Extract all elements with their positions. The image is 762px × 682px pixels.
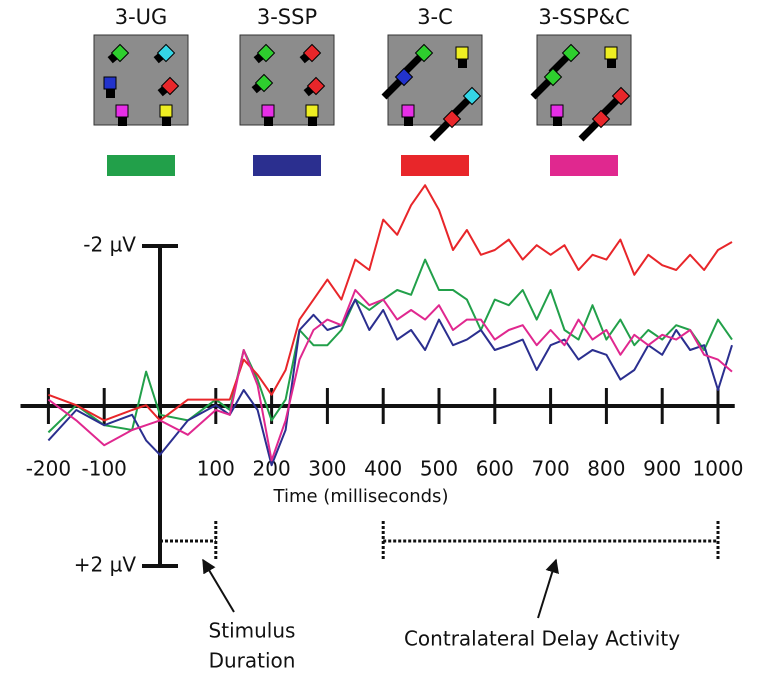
- x-tick-label: 800: [587, 457, 625, 481]
- icon-square: [394, 67, 414, 87]
- x-tick-label: 300: [308, 457, 346, 481]
- icon-square: [611, 86, 631, 106]
- icon-bar: [553, 115, 562, 126]
- icon-bar: [607, 57, 616, 68]
- x-tick-label: 400: [364, 457, 402, 481]
- icon-square: [103, 76, 117, 90]
- x-tick-label: 1000: [693, 457, 744, 481]
- icon-square: [110, 43, 130, 63]
- icon-square: [261, 104, 275, 118]
- x-tick-label: 500: [420, 457, 458, 481]
- icon-square: [160, 76, 180, 96]
- icon-square: [604, 46, 618, 60]
- annotation-arrow: [537, 558, 559, 619]
- x-tick-label: 100: [197, 457, 235, 481]
- icon-bar: [106, 87, 115, 98]
- x-tick-label: 900: [643, 457, 681, 481]
- series-line: [47, 258, 733, 434]
- icon-square: [462, 86, 482, 106]
- icon-square: [302, 43, 322, 63]
- stimulus-box: [239, 34, 335, 126]
- y-tick-label: +2 µV: [74, 553, 137, 577]
- legend-swatch: [550, 155, 618, 176]
- icon-bar: [308, 115, 317, 126]
- icon-square: [254, 73, 274, 93]
- icon-square: [159, 104, 173, 118]
- icon-square: [561, 43, 581, 63]
- legend-swatch: [401, 155, 469, 176]
- annotation-arrow: [202, 558, 235, 613]
- icon-square: [401, 104, 415, 118]
- icon-bar: [118, 115, 127, 126]
- x-tick-label: -200: [26, 457, 71, 481]
- legend-swatch: [107, 155, 175, 176]
- icon-square: [455, 46, 469, 60]
- legend-label: 3-SSP&C: [538, 5, 629, 29]
- y-tick-label: -2 µV: [83, 233, 136, 257]
- icon-square: [550, 104, 564, 118]
- icon-square: [442, 109, 462, 129]
- series-line: [48, 184, 733, 422]
- icon-bar: [404, 115, 413, 126]
- x-tick-label: 600: [476, 457, 514, 481]
- icon-square: [306, 76, 326, 96]
- legend-label: 3-UG: [115, 5, 168, 29]
- series-line: [47, 289, 733, 462]
- icon-square: [305, 104, 319, 118]
- icon-square: [156, 43, 176, 63]
- x-tick-label: 700: [532, 457, 570, 481]
- legend-swatch: [253, 155, 321, 176]
- icon-square: [591, 109, 611, 129]
- legend-label: 3-C: [417, 5, 453, 29]
- legend-label: 3-SSP: [257, 5, 317, 29]
- annotation-text: Duration: [209, 649, 296, 673]
- x-tick-label: -100: [82, 457, 127, 481]
- series-line: [47, 298, 733, 467]
- icon-square: [256, 43, 276, 63]
- icon-bar: [458, 57, 467, 68]
- annotation-text: Contralateral Delay Activity: [404, 627, 680, 651]
- icon-square: [115, 104, 129, 118]
- icon-bar: [162, 115, 171, 126]
- icon-square: [414, 43, 434, 63]
- x-axis-label: Time (milliseconds): [273, 486, 449, 507]
- annotation-text: Stimulus: [209, 619, 296, 643]
- icon-bar: [264, 115, 273, 126]
- icon-square: [543, 67, 563, 87]
